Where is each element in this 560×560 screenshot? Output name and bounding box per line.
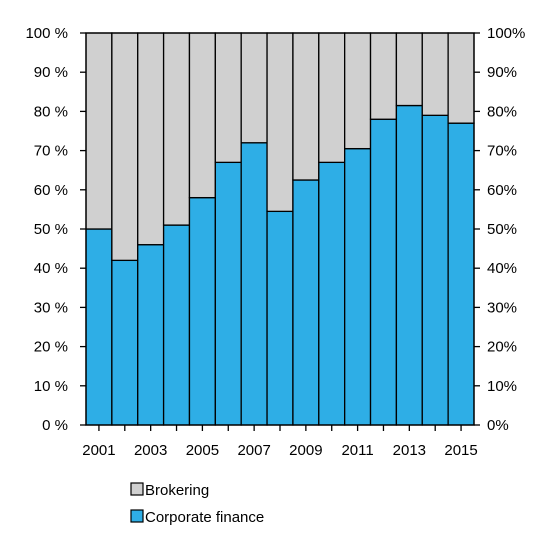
- bar-corporate-finance-2004: [162, 224, 191, 426]
- bar-corporate-finance-2002: [111, 259, 139, 426]
- y-left-tick-label: 70 %: [34, 143, 68, 160]
- bar-corporate-finance-2007: [240, 142, 268, 426]
- y-right-tick-label: 40%: [487, 260, 517, 277]
- bar-corporate-finance-2008: [266, 210, 294, 426]
- y-left-tick-label: 0 %: [42, 417, 68, 434]
- bar-corporate-finance-2003: [137, 244, 165, 426]
- x-tick-label: 2015: [444, 442, 477, 459]
- bar-brokering-2007: [240, 32, 268, 144]
- legend-swatch-corporate-finance: [130, 509, 144, 523]
- bar-corporate-finance-2006: [214, 161, 242, 426]
- y-right-tick-label: 60%: [487, 182, 517, 199]
- y-right-tick-label: 90%: [487, 64, 517, 81]
- bar-brokering-2008: [266, 32, 294, 213]
- bars-group: [85, 32, 475, 426]
- legend: Brokering Corporate finance: [130, 482, 264, 526]
- bar-brokering-2004: [162, 32, 191, 226]
- y-right-tick-label: 20%: [487, 339, 517, 356]
- bar-brokering-2009: [292, 32, 320, 181]
- bar-corporate-finance-2009: [292, 179, 320, 426]
- y-left-tick-label: 20 %: [34, 339, 68, 356]
- axes-group: 0 % 10 % 20 % 30 % 40 % 50 % 60 % 70 % 80 % 90 % 1…: [25, 25, 525, 459]
- y-right-tick-label: 10%: [487, 378, 517, 395]
- y-left-tick-label: 50 %: [34, 221, 68, 238]
- x-tick-label: 2009: [289, 442, 322, 459]
- bar-brokering-2002: [111, 32, 139, 262]
- bar-corporate-finance-2015: [447, 122, 475, 426]
- y-left-tick-label: 10 %: [34, 378, 68, 395]
- bar-brokering-2014: [421, 32, 449, 116]
- bar-corporate-finance-2005: [188, 196, 216, 426]
- bar-brokering-2015: [447, 32, 475, 124]
- y-right-tick-label: 0%: [487, 417, 509, 434]
- y-left-tick-label: 100 %: [25, 25, 68, 42]
- x-tick-label: 2001: [82, 442, 115, 459]
- x-tick-label: 2011: [341, 442, 373, 459]
- y-right-tick-label: 70%: [487, 143, 517, 160]
- legend-label-brokering: Brokering: [145, 482, 209, 499]
- y-right-tick-label: 50%: [487, 221, 517, 238]
- y-left-tick-label: 80 %: [34, 103, 68, 120]
- x-tick-label: 2013: [393, 442, 426, 459]
- bar-brokering-2005: [188, 32, 216, 199]
- bar-brokering-2006: [214, 32, 242, 164]
- bar-corporate-finance-2012: [369, 118, 398, 426]
- y-right-tick-label: 80%: [487, 103, 517, 120]
- bar-brokering-2012: [369, 32, 398, 120]
- bar-corporate-finance-2013: [395, 104, 423, 426]
- bar-brokering-2001: [85, 32, 113, 230]
- x-tick-label: 2003: [134, 442, 167, 459]
- bar-corporate-finance-2011: [344, 147, 372, 426]
- bar-corporate-finance-2010: [318, 161, 346, 426]
- y-right-tick-label: 30%: [487, 299, 517, 316]
- bar-corporate-finance-2014: [421, 114, 449, 426]
- bar-brokering-2013: [395, 32, 423, 107]
- bar-brokering-2003: [137, 32, 165, 246]
- x-tick-label: 2005: [186, 442, 219, 459]
- y-left-tick-label: 60 %: [34, 182, 68, 199]
- y-left-tick-label: 30 %: [34, 299, 68, 316]
- y-right-tick-label: 100%: [487, 25, 525, 42]
- bar-brokering-2010: [318, 32, 346, 164]
- legend-label-corporate-finance: Corporate finance: [145, 509, 264, 526]
- x-tick-label: 2007: [237, 442, 270, 459]
- y-left-tick-label: 40 %: [34, 260, 68, 277]
- y-left-tick-label: 90 %: [34, 64, 68, 81]
- bar-brokering-2011: [344, 32, 372, 150]
- legend-swatch-brokering: [130, 482, 144, 496]
- bar-corporate-finance-2001: [85, 228, 113, 426]
